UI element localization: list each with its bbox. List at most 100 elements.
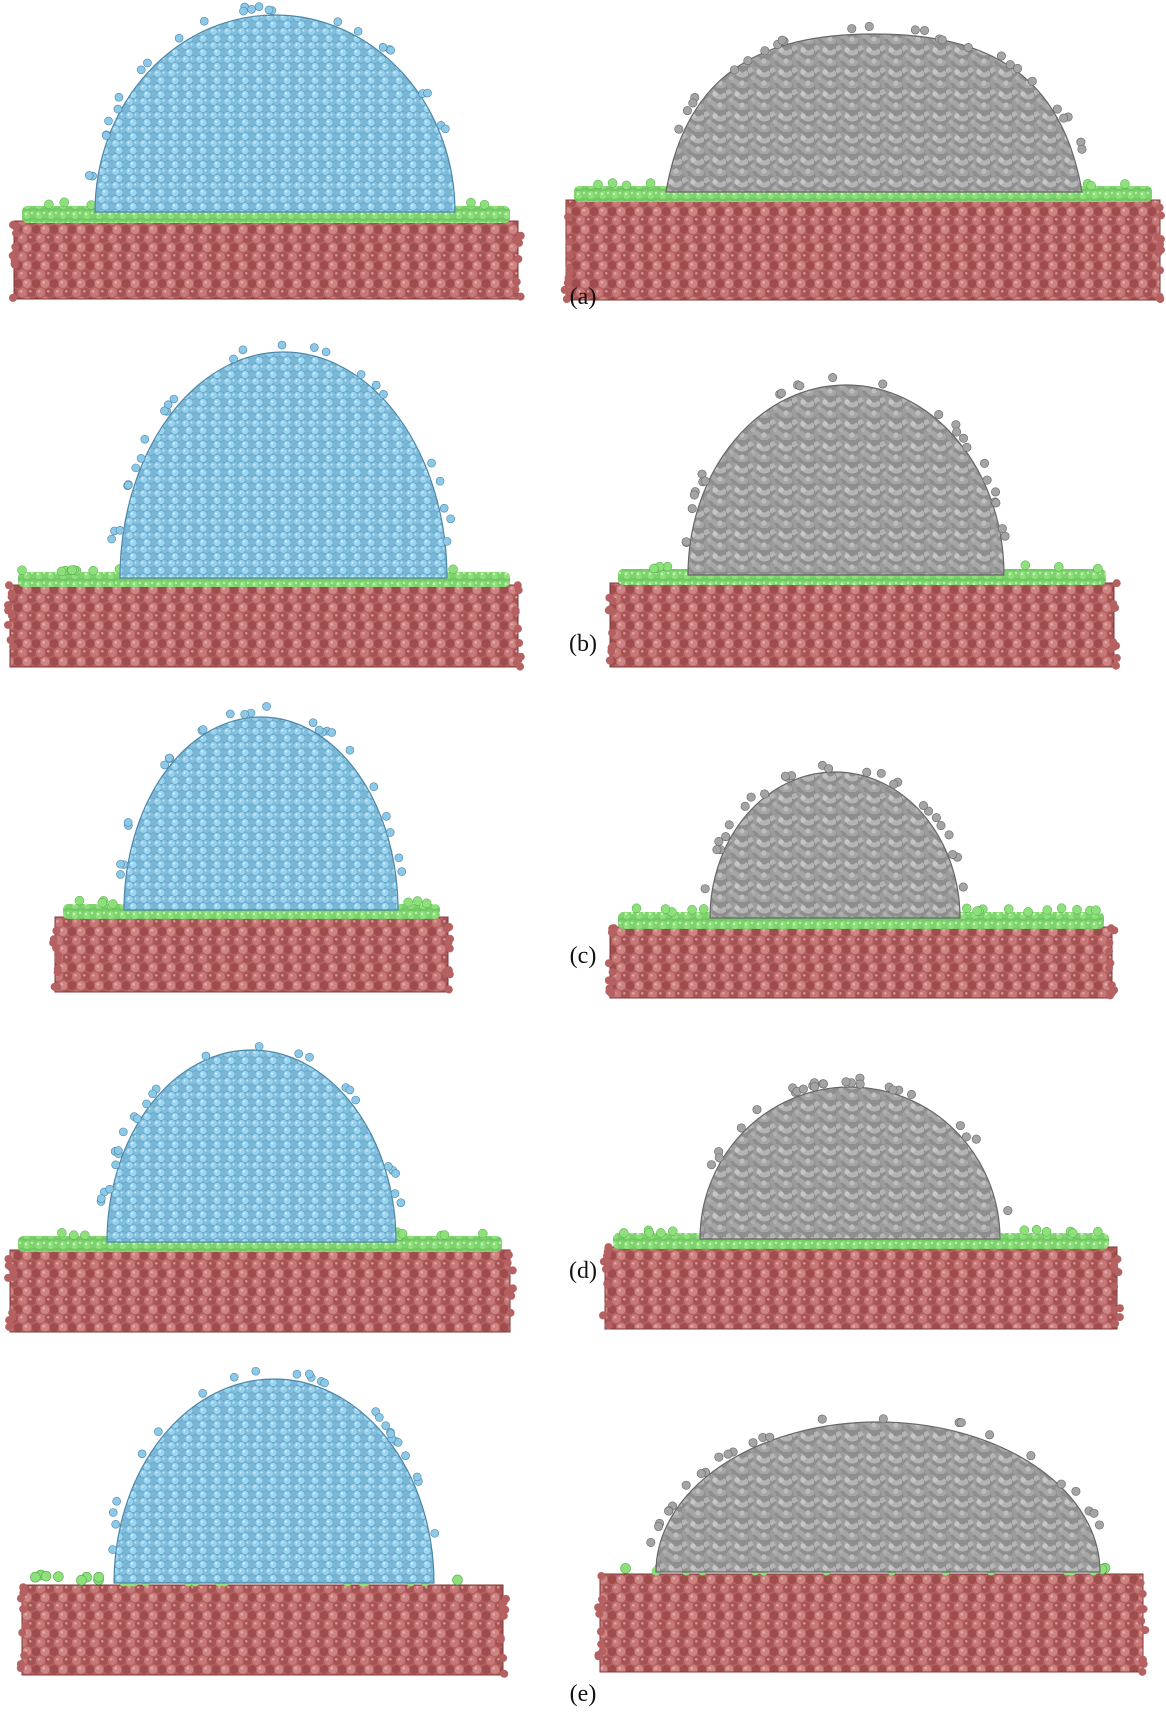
- water-particle: [294, 1049, 303, 1058]
- grafted-particle: [620, 1563, 631, 1574]
- substrate-particle: [603, 1279, 612, 1288]
- polymer-bead: [956, 1418, 966, 1428]
- substrate-particle: [597, 1640, 606, 1649]
- water-particle: [131, 463, 141, 473]
- polymer-bead: [828, 373, 838, 383]
- substrate-particle: [604, 1299, 613, 1308]
- grafted-particle: [412, 896, 423, 906]
- water-particle: [108, 1545, 117, 1554]
- polymer-bead: [985, 1430, 995, 1440]
- grafted-particle: [53, 1571, 64, 1582]
- substrate-particle: [500, 1669, 509, 1678]
- grafted-particle: [593, 179, 603, 190]
- water-particle: [397, 867, 407, 876]
- polymer-bead: [714, 1153, 724, 1163]
- substrate-particle: [1156, 294, 1165, 303]
- polymer-bead: [1000, 531, 1010, 541]
- grafted-particle: [667, 1226, 678, 1236]
- substrate-particle: [12, 229, 21, 238]
- water-particle: [136, 453, 146, 463]
- substrate-particle: [446, 934, 455, 943]
- substrate-particle: [516, 292, 525, 301]
- polymer-bead: [682, 106, 692, 116]
- grafted-particle: [1020, 560, 1031, 570]
- substrate-particle: [19, 1584, 28, 1593]
- grafted-particle: [466, 197, 476, 208]
- grafted-particle: [108, 899, 118, 909]
- substrate-particle: [608, 977, 617, 986]
- polymer-bead: [1003, 1206, 1013, 1216]
- substrate-particle: [496, 1635, 505, 1644]
- water-particle: [116, 870, 125, 879]
- water-particle: [169, 394, 179, 404]
- substrate-particle: [603, 1258, 612, 1267]
- grafted-particle: [88, 565, 98, 576]
- grafted-particle: [1019, 1225, 1030, 1236]
- polymer-bead: [1094, 1520, 1104, 1530]
- substrate-particle: [52, 926, 61, 935]
- simulation-panel-e-right: [594, 1414, 1150, 1676]
- substrate-particle: [1105, 947, 1114, 956]
- polymer-droplet: [655, 1421, 1101, 1573]
- polymer-bead: [847, 24, 857, 34]
- water-particle: [369, 782, 379, 792]
- polymer-bead: [937, 35, 947, 45]
- polymer-bead: [918, 801, 928, 811]
- substrate-particle: [513, 235, 522, 244]
- water-particle: [393, 1438, 403, 1447]
- polymer-bead: [862, 767, 872, 777]
- grafted-particle: [1120, 179, 1130, 189]
- water-particle: [143, 58, 152, 68]
- polymer-bead: [855, 1079, 865, 1089]
- substrate-particle: [1110, 926, 1119, 935]
- substrate-particle: [16, 1664, 25, 1673]
- polymer-bead: [963, 43, 973, 53]
- water-particle: [396, 1198, 406, 1207]
- grafted-particle: [1091, 905, 1101, 916]
- substrate-particle: [21, 1621, 30, 1630]
- polymer-droplet: [687, 384, 1005, 576]
- substrate-particle: [1110, 603, 1119, 612]
- polymer-bead: [952, 427, 962, 437]
- polymer-bead: [681, 1480, 691, 1490]
- polymer-bead: [1071, 1486, 1081, 1496]
- polymer-bead: [906, 1089, 916, 1099]
- grafted-particle: [1031, 1225, 1042, 1235]
- grafted-particle: [1072, 904, 1082, 915]
- polymer-bead: [736, 1123, 746, 1133]
- water-particle: [114, 92, 124, 102]
- water-particle: [305, 1052, 314, 1062]
- substrate-particle: [16, 1594, 25, 1603]
- panel-label-d: (d): [569, 1258, 597, 1284]
- water-particle: [292, 1369, 302, 1379]
- polymer-bead: [888, 1085, 898, 1095]
- substrate-slab: [13, 220, 519, 300]
- water-particle: [305, 1369, 314, 1379]
- polymer-bead: [1059, 113, 1069, 123]
- substrate-particle: [53, 968, 62, 977]
- water-particle: [427, 458, 436, 468]
- polymer-bead: [944, 830, 954, 840]
- grafted-particle: [1056, 903, 1067, 913]
- water-particle: [439, 503, 449, 513]
- substrate-particle: [1106, 991, 1115, 1000]
- substrate-particle: [53, 982, 62, 991]
- water-particle: [198, 725, 208, 734]
- substrate-particle: [598, 1595, 607, 1604]
- simulation-panel-d-right: [599, 1073, 1124, 1330]
- grafted-particle: [1086, 180, 1096, 191]
- water-particle: [108, 1508, 118, 1517]
- polymer-bead: [1005, 60, 1015, 70]
- polymer-bead: [712, 845, 722, 855]
- water-particle: [112, 1496, 121, 1506]
- substrate-particle: [564, 287, 573, 296]
- polymer-bead: [1027, 76, 1037, 86]
- polymer-bead: [740, 801, 750, 811]
- substrate-particle: [608, 642, 617, 651]
- polymer-bead: [819, 1079, 829, 1089]
- polymer-bead: [955, 1121, 965, 1131]
- water-particle: [229, 354, 238, 364]
- simulation-panel-a-right: [560, 21, 1165, 304]
- substrate-particle: [514, 586, 523, 595]
- substrate-particle: [565, 251, 574, 260]
